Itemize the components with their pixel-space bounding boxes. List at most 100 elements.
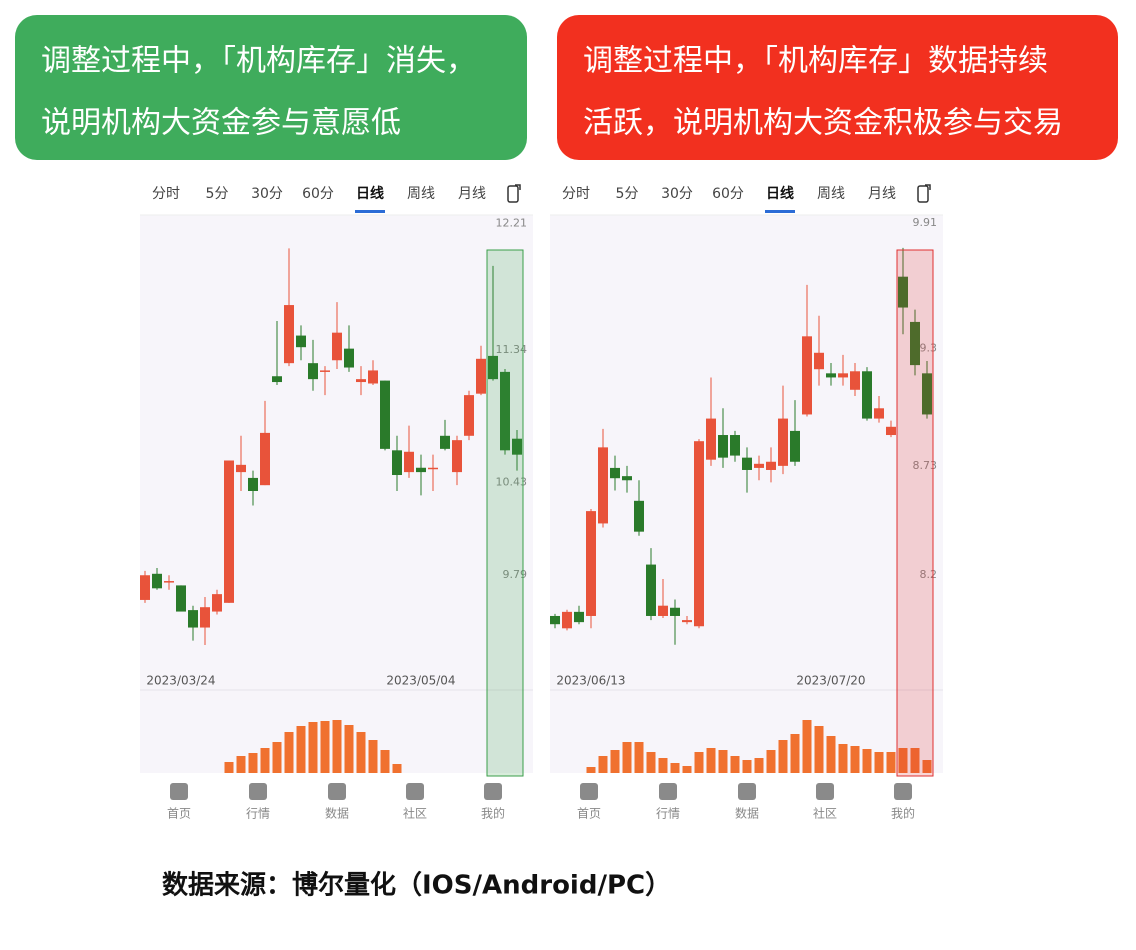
candle-body — [634, 500, 644, 532]
tab[interactable]: 分时 — [152, 186, 180, 202]
nav-icon[interactable] — [816, 783, 834, 800]
candle-body — [814, 352, 824, 370]
nav-label[interactable]: 我的 — [481, 806, 505, 821]
nav-label[interactable]: 首页 — [577, 807, 601, 821]
highlight-box — [486, 249, 524, 777]
nav-label[interactable]: 数据 — [735, 806, 759, 821]
nav-icon[interactable] — [328, 783, 346, 800]
candle-body — [790, 430, 800, 462]
y-tick-label: 8.73 — [913, 459, 938, 472]
candle-body — [344, 348, 354, 368]
banner-text: 调整过程中，「机构库存」消失， — [41, 44, 476, 79]
candle-body — [586, 511, 596, 616]
volume-bar — [332, 720, 342, 773]
nav-label[interactable]: 我的 — [891, 806, 915, 821]
candle-body — [742, 457, 752, 470]
tab[interactable]: 60分 — [302, 186, 334, 202]
tab[interactable]: 5分 — [206, 186, 229, 202]
nav-label[interactable]: 行情 — [656, 807, 680, 821]
volume-bar — [356, 732, 366, 773]
tab[interactable]: 60分 — [712, 186, 744, 202]
tab[interactable]: 5分 — [616, 186, 639, 202]
candle-body — [332, 332, 342, 361]
candle-body — [910, 321, 920, 366]
volume-bar — [682, 766, 692, 773]
volume-bar — [766, 750, 776, 773]
candle-body — [682, 620, 692, 623]
nav-icon[interactable] — [249, 783, 267, 800]
candle-body — [404, 451, 414, 473]
candle-body — [658, 605, 668, 616]
nav-label[interactable]: 首页 — [167, 807, 191, 821]
candle-body — [922, 373, 932, 415]
candle-body — [718, 435, 728, 458]
volume-bar — [694, 752, 704, 773]
candle-body — [272, 376, 282, 383]
rotate-icon[interactable] — [507, 185, 519, 203]
candle-body — [356, 379, 366, 383]
nav-icon[interactable] — [484, 783, 502, 800]
volume-bar — [790, 734, 800, 773]
volume-bar — [272, 742, 282, 773]
candle-body — [416, 467, 426, 473]
nav-icon[interactable] — [894, 783, 912, 800]
nav-icon[interactable] — [659, 783, 677, 800]
tab[interactable]: 日线 — [356, 185, 384, 202]
rotate-icon[interactable] — [917, 185, 929, 203]
tab[interactable]: 周线 — [817, 186, 845, 202]
nav-label[interactable]: 行情 — [246, 807, 270, 821]
volume-bar — [634, 742, 644, 773]
chart-bg — [140, 215, 533, 773]
candle-body — [440, 435, 450, 449]
volume-bar — [368, 740, 378, 773]
volume-bar — [754, 758, 764, 773]
nav-icon[interactable] — [580, 783, 598, 800]
volume-bar — [850, 746, 860, 773]
volume-bar — [646, 752, 656, 773]
y-tick-label: 12.21 — [496, 217, 528, 230]
rotate-icon — [515, 184, 521, 190]
candle-body — [428, 467, 438, 470]
candle-body — [838, 373, 848, 378]
volume-bar — [598, 756, 608, 773]
volume-bar — [922, 760, 932, 773]
volume-bar — [344, 725, 354, 773]
nav-icon[interactable] — [406, 783, 424, 800]
y-tick-label: 10.43 — [496, 475, 528, 488]
volume-bar — [706, 748, 716, 773]
candle-body — [164, 581, 174, 583]
tab-underline — [765, 210, 795, 213]
nav-icon[interactable] — [170, 783, 188, 800]
candle-body — [706, 418, 716, 460]
banner-text: 活跃，说明机构大资金积极参与交易 — [583, 106, 1063, 141]
tab[interactable]: 30分 — [251, 186, 283, 202]
y-tick-label: 11.34 — [496, 343, 528, 356]
candle-body — [646, 564, 656, 616]
volume-bar — [224, 762, 234, 773]
volume-bar — [910, 748, 920, 773]
tab[interactable]: 周线 — [407, 186, 435, 202]
candle-body — [754, 463, 764, 468]
tab[interactable]: 30分 — [661, 186, 693, 202]
candle-body — [236, 464, 246, 473]
candle-body — [176, 585, 186, 612]
nav-label[interactable]: 社区 — [813, 806, 837, 821]
nav-label[interactable]: 数据 — [325, 806, 349, 821]
tab[interactable]: 分时 — [562, 186, 590, 202]
tab[interactable]: 日线 — [766, 185, 794, 202]
nav-icon[interactable] — [738, 783, 756, 800]
volume-bar — [718, 750, 728, 773]
source-note: 数据来源：博尔量化（IOS/Android/PC） — [162, 870, 671, 901]
tab[interactable]: 月线 — [458, 186, 486, 202]
highlight-box — [896, 249, 934, 777]
candle-body — [212, 594, 222, 612]
tab[interactable]: 月线 — [868, 186, 896, 202]
x-tick-label: 2023/06/13 — [556, 674, 625, 688]
volume-bar — [838, 744, 848, 773]
candle-body — [512, 438, 522, 455]
candle-body — [622, 476, 632, 481]
volume-bar — [730, 756, 740, 773]
nav-label[interactable]: 社区 — [403, 806, 427, 821]
candle-body — [368, 370, 378, 384]
